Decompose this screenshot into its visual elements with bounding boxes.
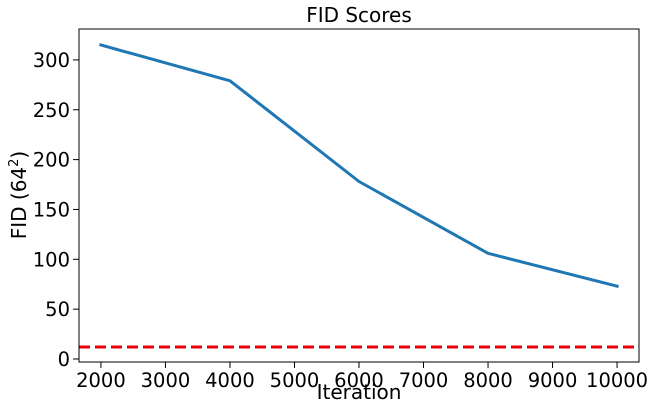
x-axis-label: Iteration xyxy=(317,380,402,404)
plot-area xyxy=(79,43,639,349)
x-tick-label: 5000 xyxy=(270,369,320,392)
x-tick-label: 3000 xyxy=(141,369,191,392)
chart-title: FID Scores xyxy=(306,3,412,27)
x-tick-label: 2000 xyxy=(76,369,126,392)
x-tick-label: 4000 xyxy=(205,369,255,392)
x-tick-label: 10000 xyxy=(586,369,648,392)
x-tick-label: 6000 xyxy=(334,369,384,392)
y-axis-label-end: ) xyxy=(7,151,31,159)
y-tick-label: 0 xyxy=(58,348,70,371)
series-line-0 xyxy=(99,43,619,289)
x-tick-label: 7000 xyxy=(399,369,449,392)
y-tick-label: 200 xyxy=(33,149,70,172)
y-axis-label-base: FID (64 xyxy=(7,167,31,239)
y-tick-label: 250 xyxy=(33,99,70,122)
x-tick-label: 9000 xyxy=(528,369,578,392)
y-tick-label: 100 xyxy=(33,248,70,271)
plot-frame xyxy=(78,28,640,363)
y-axis-label: FID (642) xyxy=(7,151,31,240)
y-tick-label: 300 xyxy=(33,49,70,72)
x-tick-label: 8000 xyxy=(463,369,513,392)
y-axis-label-superscript: 2 xyxy=(7,159,22,167)
axis-ticks: 2000 3000 4000 5000 6000 7000 8000 9000 10000 0 50… xyxy=(33,49,648,392)
y-tick-label: 50 xyxy=(45,298,70,321)
y-tick-label: 150 xyxy=(33,198,70,221)
